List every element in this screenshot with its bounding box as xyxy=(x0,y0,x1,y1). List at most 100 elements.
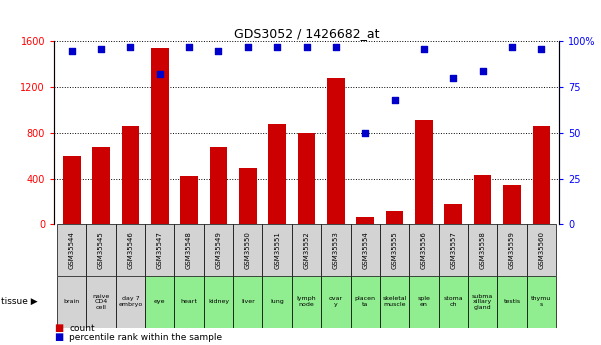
Text: testis: testis xyxy=(504,299,520,304)
FancyBboxPatch shape xyxy=(233,276,263,328)
Bar xyxy=(474,175,492,224)
Text: GSM35550: GSM35550 xyxy=(245,231,251,269)
FancyBboxPatch shape xyxy=(57,224,87,276)
Text: liver: liver xyxy=(241,299,255,304)
Point xyxy=(272,44,282,50)
Bar xyxy=(386,210,403,224)
Point xyxy=(185,44,194,50)
Bar xyxy=(356,217,374,224)
FancyBboxPatch shape xyxy=(439,224,468,276)
Bar xyxy=(63,156,81,224)
Point xyxy=(302,44,311,50)
Text: count: count xyxy=(69,324,95,333)
Bar xyxy=(269,124,286,224)
Text: ■: ■ xyxy=(54,332,63,342)
Text: eye: eye xyxy=(154,299,165,304)
Point xyxy=(213,48,223,53)
Bar xyxy=(180,176,198,224)
Text: tissue ▶: tissue ▶ xyxy=(1,297,37,306)
Text: GSM35553: GSM35553 xyxy=(333,231,339,269)
Point xyxy=(67,48,76,53)
Bar xyxy=(532,126,550,224)
Point xyxy=(390,97,400,103)
FancyBboxPatch shape xyxy=(439,276,468,328)
Text: GSM35560: GSM35560 xyxy=(538,231,545,269)
Text: sple
en: sple en xyxy=(418,296,430,307)
Text: kidney: kidney xyxy=(208,299,229,304)
Text: GSM35552: GSM35552 xyxy=(304,231,310,269)
FancyBboxPatch shape xyxy=(87,276,116,328)
FancyBboxPatch shape xyxy=(204,276,233,328)
FancyBboxPatch shape xyxy=(263,224,292,276)
Point xyxy=(419,46,429,51)
FancyBboxPatch shape xyxy=(116,276,145,328)
Text: GSM35545: GSM35545 xyxy=(98,231,104,269)
Bar xyxy=(92,147,110,224)
Bar xyxy=(503,185,521,224)
FancyBboxPatch shape xyxy=(468,276,497,328)
Text: GSM35548: GSM35548 xyxy=(186,231,192,269)
FancyBboxPatch shape xyxy=(321,276,350,328)
Text: day 7
embryо: day 7 embryо xyxy=(118,296,142,307)
FancyBboxPatch shape xyxy=(263,276,292,328)
Text: lung: lung xyxy=(270,299,284,304)
Text: subma
xillary
gland: subma xillary gland xyxy=(472,294,493,310)
FancyBboxPatch shape xyxy=(204,224,233,276)
FancyBboxPatch shape xyxy=(145,224,174,276)
Point xyxy=(155,71,165,77)
FancyBboxPatch shape xyxy=(526,224,556,276)
FancyBboxPatch shape xyxy=(174,276,204,328)
Point xyxy=(243,44,252,50)
Text: GSM35547: GSM35547 xyxy=(157,231,163,269)
Point xyxy=(331,44,341,50)
Text: heart: heart xyxy=(181,299,198,304)
FancyBboxPatch shape xyxy=(350,224,380,276)
FancyBboxPatch shape xyxy=(292,276,321,328)
FancyBboxPatch shape xyxy=(497,276,526,328)
FancyBboxPatch shape xyxy=(233,224,263,276)
Text: thymu
s: thymu s xyxy=(531,296,552,307)
Bar xyxy=(415,120,433,224)
Text: stoma
ch: stoma ch xyxy=(444,296,463,307)
Point xyxy=(126,44,135,50)
FancyBboxPatch shape xyxy=(321,224,350,276)
FancyBboxPatch shape xyxy=(87,224,116,276)
Point xyxy=(507,44,517,50)
Point xyxy=(448,75,458,81)
FancyBboxPatch shape xyxy=(57,276,87,328)
Text: GSM35546: GSM35546 xyxy=(127,231,133,269)
Text: GSM35549: GSM35549 xyxy=(215,231,221,269)
FancyBboxPatch shape xyxy=(380,224,409,276)
Text: GSM35559: GSM35559 xyxy=(509,231,515,269)
Text: percentile rank within the sample: percentile rank within the sample xyxy=(69,333,222,342)
Text: brain: brain xyxy=(64,299,80,304)
Text: GSM35555: GSM35555 xyxy=(392,231,398,269)
FancyBboxPatch shape xyxy=(409,224,439,276)
Text: ■: ■ xyxy=(54,323,63,333)
Bar xyxy=(239,168,257,224)
Point xyxy=(361,130,370,136)
Text: naive
CD4
cell: naive CD4 cell xyxy=(93,294,109,310)
Bar xyxy=(121,126,139,224)
Text: placen
ta: placen ta xyxy=(355,296,376,307)
Text: GSM35557: GSM35557 xyxy=(450,231,456,269)
Bar xyxy=(445,204,462,224)
Bar xyxy=(327,78,344,224)
Text: GSM35551: GSM35551 xyxy=(274,231,280,269)
Point xyxy=(478,68,487,73)
Bar xyxy=(151,48,168,224)
Title: GDS3052 / 1426682_at: GDS3052 / 1426682_at xyxy=(234,27,379,40)
Bar xyxy=(210,147,227,224)
Text: lymph
node: lymph node xyxy=(297,296,316,307)
FancyBboxPatch shape xyxy=(174,224,204,276)
Text: GSM35556: GSM35556 xyxy=(421,231,427,269)
FancyBboxPatch shape xyxy=(526,276,556,328)
Text: ovar
y: ovar y xyxy=(329,296,343,307)
FancyBboxPatch shape xyxy=(497,224,526,276)
Text: GSM35554: GSM35554 xyxy=(362,231,368,269)
Text: GSM35544: GSM35544 xyxy=(69,231,75,269)
Bar xyxy=(297,133,316,224)
FancyBboxPatch shape xyxy=(116,224,145,276)
FancyBboxPatch shape xyxy=(468,224,497,276)
FancyBboxPatch shape xyxy=(409,276,439,328)
